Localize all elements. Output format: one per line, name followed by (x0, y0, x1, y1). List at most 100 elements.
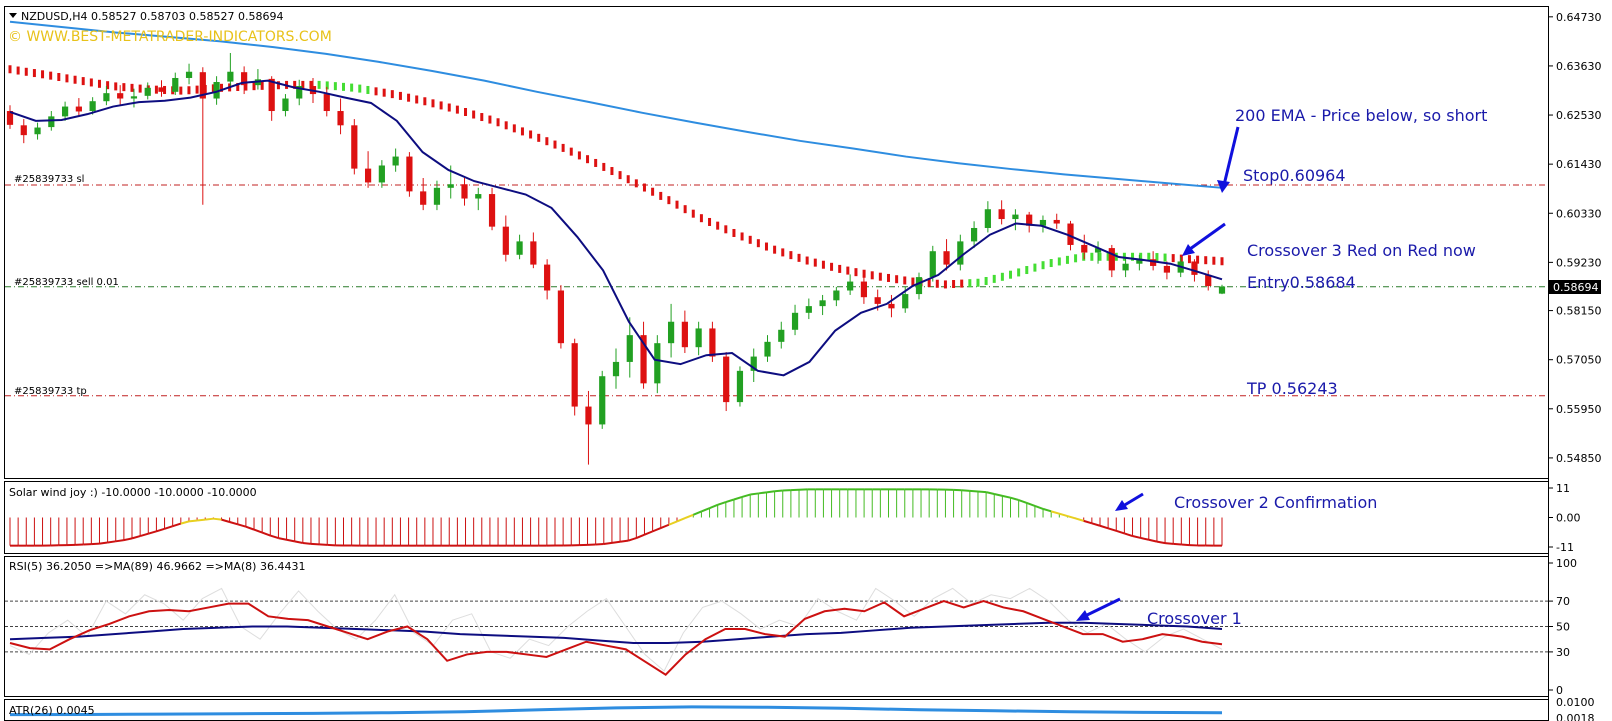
solar-axis-label: -11 (1556, 541, 1574, 554)
trend-ma-dot (382, 88, 386, 97)
trend-ma-dot (935, 279, 939, 288)
solar-line-segment (725, 498, 735, 504)
trend-ma-dot (317, 80, 321, 89)
solar-line-segment (148, 530, 157, 535)
arrow-crossover3 (1182, 222, 1226, 256)
solar-line-segment (961, 489, 970, 492)
trend-ma-dot (8, 65, 12, 74)
trend-ma-dot (374, 87, 378, 96)
trend-ma-dot (854, 268, 858, 277)
solar-line-segment (1124, 532, 1133, 537)
candle-body (1067, 223, 1074, 245)
candle-body (378, 165, 385, 183)
solar-wind-pane: 11 0.00 -11 (9, 482, 1581, 554)
trend-ma-dot (464, 107, 468, 116)
current-price-tag (1549, 280, 1601, 294)
current-price-value: 0.58694 (1553, 281, 1599, 294)
candle-body (847, 281, 854, 291)
solar-line-segment (644, 530, 653, 536)
solar-line-segment (1042, 507, 1052, 513)
solar-line-segment (278, 537, 287, 541)
candle-body (1191, 261, 1198, 275)
solar-line-segment (733, 495, 743, 501)
trend-ma-dot (342, 82, 346, 91)
symbol-dropdown-icon[interactable] (9, 13, 17, 18)
solar-line-segment (717, 501, 727, 506)
price-axis-label: 0.55950 (1556, 403, 1602, 416)
candle-body (420, 191, 427, 205)
trend-ma-dot (732, 228, 736, 237)
arrow-crossover2 (1115, 492, 1144, 511)
trend-ma-dot (350, 83, 354, 92)
solar-line-segment (692, 510, 702, 516)
solar-line-segment (286, 538, 295, 543)
trend-ma-dot (398, 91, 402, 100)
navy-ma-line (9, 79, 1223, 377)
trend-ma-dot (602, 162, 606, 171)
candle-body (874, 297, 881, 304)
solar-line-segment (668, 520, 678, 526)
candle-body (585, 406, 592, 425)
trend-ma-dot (520, 127, 524, 136)
price-axis-label: 0.61430 (1556, 158, 1602, 171)
trend-ma-dot (276, 81, 280, 90)
candle-body (929, 251, 936, 278)
trend-ma-dot (1009, 270, 1013, 279)
candle-body (984, 209, 991, 228)
solar-line-segment (188, 519, 198, 523)
trend-ma-dot (480, 113, 484, 122)
candle-body (296, 86, 303, 99)
candle-body (1094, 248, 1102, 253)
solar-line-segment (1050, 510, 1060, 515)
trend-ma-dot (138, 84, 142, 93)
solar-line-segment (139, 532, 149, 537)
trend-ma-dot (960, 279, 964, 288)
trend-ma-dot (32, 69, 36, 78)
trend-ma-dot (179, 86, 183, 95)
atr-axis-label: 0.0018 (1556, 712, 1595, 721)
annotation-ema200: 200 EMA - Price below, so short (1235, 106, 1487, 125)
trend-ma-dot (504, 121, 508, 130)
solar-line-segment (652, 527, 662, 533)
trend-ma-dot (756, 239, 760, 248)
trend-ma-dot (1131, 252, 1135, 261)
atr-line (9, 705, 1223, 717)
trend-ma-dot (911, 277, 915, 286)
solar-line-segment (635, 533, 645, 539)
trend-ma-dot (610, 167, 614, 176)
solar-line-segment (766, 490, 775, 494)
solar-line-segment (1034, 504, 1044, 510)
trend-ma-dot (789, 251, 793, 260)
atr-pane-frame (4, 699, 1549, 721)
solar-line-segment (758, 491, 767, 495)
trend-ma-dot (1098, 252, 1102, 261)
candle-body (805, 306, 812, 313)
trend-ma-dot (529, 130, 533, 139)
trend-ma-dot (106, 81, 110, 90)
candle-body (1012, 214, 1019, 220)
solar-line-segment (123, 537, 133, 542)
price-axis-label: 0.54850 (1556, 452, 1602, 465)
trend-ma-dot (187, 86, 191, 95)
candle-body (461, 184, 468, 199)
candle-body (1136, 259, 1143, 264)
solar-line-segment (709, 503, 719, 510)
arrow-ema200 (1217, 126, 1240, 193)
candle-body (1163, 265, 1171, 273)
trend-ma-dot (488, 115, 492, 124)
candle-body (1218, 286, 1226, 294)
candle-body (998, 209, 1005, 220)
trend-ma-dot (1041, 261, 1045, 270)
solar-line-segment (774, 489, 783, 493)
trend-ma-dot (244, 82, 248, 91)
candle-body (1205, 274, 1212, 287)
trend-ma-dot (846, 266, 850, 275)
candle-body (1081, 244, 1088, 253)
trend-ma-dot (252, 82, 256, 91)
solar-line-segment (131, 535, 141, 540)
trend-ma-dot (236, 82, 240, 91)
trend-ma-dot (1187, 255, 1191, 264)
trend-ma-dot (496, 118, 500, 127)
solar-axis-label: 0.00 (1556, 512, 1581, 525)
